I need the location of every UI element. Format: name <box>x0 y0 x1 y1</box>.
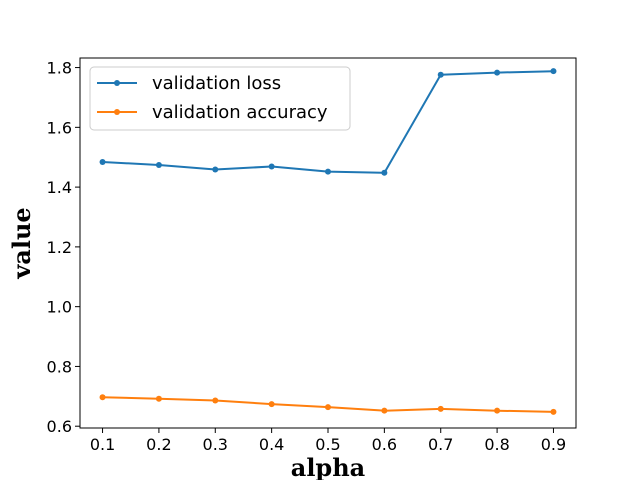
data-point-validation-loss <box>494 69 501 76</box>
data-point-validation-accuracy <box>437 405 444 412</box>
data-point-validation-accuracy <box>268 401 275 408</box>
data-point-validation-accuracy <box>99 394 106 401</box>
legend-label-loss: validation loss <box>152 73 281 94</box>
data-point-validation-accuracy <box>155 395 162 402</box>
x-tick-label: 0.1 <box>90 435 115 454</box>
data-point-validation-loss <box>437 71 444 78</box>
data-point-validation-loss <box>99 159 106 166</box>
legend-marker-accuracy <box>114 109 120 115</box>
data-point-validation-loss <box>381 169 388 176</box>
x-tick-label: 0.4 <box>259 435 284 454</box>
x-axis-title: alpha <box>291 453 365 480</box>
data-point-validation-accuracy <box>381 407 388 414</box>
y-tick-label: 1.8 <box>47 59 72 78</box>
data-point-validation-accuracy <box>494 407 501 414</box>
y-tick-label: 0.6 <box>47 417 72 436</box>
series-layer <box>99 68 557 415</box>
y-tick-label: 1.4 <box>47 178 72 197</box>
data-point-validation-accuracy <box>550 408 557 415</box>
data-point-validation-accuracy <box>212 397 219 404</box>
x-tick-label: 0.9 <box>541 435 566 454</box>
data-point-validation-loss <box>325 168 331 175</box>
x-tick-label: 0.6 <box>372 435 397 454</box>
y-tick-label: 1.0 <box>47 298 72 317</box>
legend-label-accuracy: validation accuracy <box>152 102 328 123</box>
data-point-validation-loss <box>268 163 275 170</box>
y-tick-label: 1.2 <box>47 238 72 257</box>
x-tick-label: 0.2 <box>146 435 171 454</box>
data-point-validation-loss <box>155 161 162 168</box>
y-tick-label: 1.6 <box>47 118 72 137</box>
data-point-validation-loss <box>212 166 219 173</box>
y-tick-label: 0.8 <box>47 357 72 376</box>
x-tick-label: 0.5 <box>315 435 340 454</box>
x-tick-label: 0.8 <box>484 435 509 454</box>
x-tick-label: 0.3 <box>203 435 228 454</box>
legend: validation loss validation accuracy <box>89 66 351 131</box>
x-axis: 0.1 0.2 0.3 0.4 0.5 0.6 0.7 0.8 0.9 <box>90 428 566 454</box>
legend-box <box>89 66 351 131</box>
legend-marker-loss <box>114 80 120 86</box>
y-axis: 0.6 0.8 1.0 1.2 1.4 1.6 1.8 <box>47 59 80 436</box>
x-tick-label: 0.7 <box>428 435 453 454</box>
data-point-validation-loss <box>550 68 557 75</box>
data-point-validation-accuracy <box>325 404 331 411</box>
y-axis-title: value <box>7 207 36 279</box>
